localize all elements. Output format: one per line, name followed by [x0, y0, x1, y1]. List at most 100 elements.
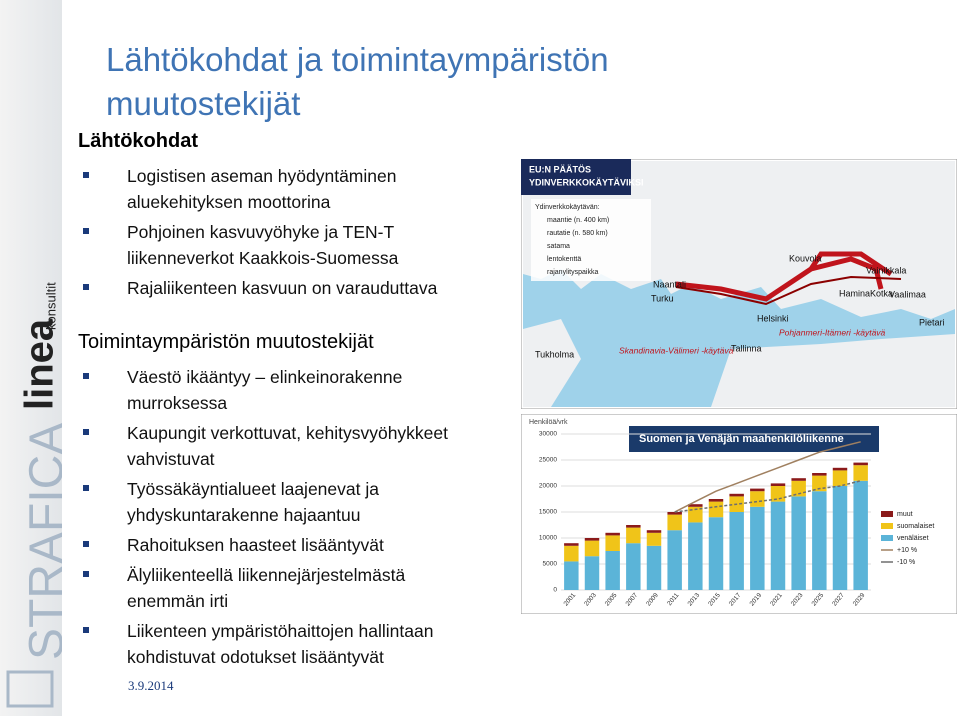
legend-swatch: [881, 511, 893, 517]
chart-title: Suomen ja Venäjän maahenkilöliikenne: [639, 433, 844, 445]
section-heading: Toimintaympäristön muutostekijät: [78, 331, 374, 353]
bar-segment: [770, 483, 786, 486]
bar-segment: [626, 527, 641, 544]
place-label: HaminaKotka: [839, 288, 893, 298]
bar-segment: [770, 486, 786, 502]
y-tick-label: 15000: [539, 509, 557, 516]
map-header: YDINVERKKOKÄYTÄVIKSI: [529, 177, 644, 187]
bullet-line: Väestö ikääntyy – elinkeinorakenne: [127, 367, 403, 387]
bar-segment: [812, 491, 827, 590]
land-sweden: [523, 319, 581, 407]
bar-segment: [646, 530, 662, 533]
bar-segment: [605, 535, 620, 551]
section: Lähtökohdat Logistisen aseman hyödyntämin…: [78, 130, 528, 301]
bar-segment: [832, 486, 848, 590]
logo-strafica: STRAFICA: [21, 423, 62, 660]
place-label: Helsinki: [757, 313, 789, 323]
bar-segment: [646, 532, 662, 546]
bullet-line: Rahoituksen haasteet lisääntyvät: [127, 535, 384, 555]
bullet-item: Logistisen aseman hyödyntäminen aluekehit…: [78, 163, 528, 215]
y-tick-label: 0: [553, 587, 557, 594]
bar-segment: [667, 514, 682, 531]
bar-segment: [750, 488, 765, 492]
bar-segment: [750, 506, 765, 590]
bar-segment: [812, 473, 827, 476]
place-label: Tukholma: [535, 349, 574, 359]
bullet-line: Rajaliikenteen kasvuun on varauduttava: [127, 278, 438, 298]
bullet-line: Työssäkäyntialueet laajenevat ja: [127, 479, 379, 499]
bar-segment: [770, 501, 786, 590]
place-label: Vaalimaa: [889, 289, 926, 299]
place-label: Turku: [651, 293, 674, 303]
y-tick-label: 20000: [539, 483, 557, 490]
place-label: Naantali: [653, 279, 686, 289]
bar-segment: [708, 501, 724, 518]
bullet-line: vahvistuvat: [127, 449, 215, 469]
y-axis-label: Henkilöä/vrk: [529, 419, 568, 426]
map-legend-item: lentokenttä: [547, 256, 581, 263]
y-tick-label: 5000: [543, 561, 558, 568]
y-tick-label: 25000: [539, 457, 557, 464]
bar-segment: [853, 462, 868, 466]
projection-line: [674, 480, 861, 513]
y-tick-label: 30000: [539, 431, 557, 438]
logo-konsultit: konsultit: [43, 282, 58, 330]
map-legend-item: Ydinverkkokäytävän:: [535, 204, 600, 211]
bar-segment: [853, 480, 868, 590]
logo-linea: linea: [18, 318, 62, 410]
bar-segment: [708, 517, 724, 590]
bullet-line: murroksessa: [127, 393, 228, 413]
bar-segment: [832, 470, 848, 486]
bullet-list: Väestö ikääntyy – elinkeinorakenne murrok…: [78, 364, 528, 670]
bar-segment: [667, 530, 682, 590]
map-legend-item: rajanylityspaikka: [547, 269, 598, 276]
title-line: Lähtökohdat ja toimintaympäristön: [106, 41, 609, 78]
corridor-label: Pohjanmeri-Itämeri -käytävä: [779, 327, 886, 337]
bar-segment: [729, 512, 744, 590]
map-legend-item: maantie (n. 400 km): [547, 217, 609, 224]
bar-segment: [626, 525, 641, 528]
bar-segment: [584, 538, 600, 541]
bullet-item: Rahoituksen haasteet lisääntyvät: [78, 532, 528, 558]
place-label: Kouvola: [789, 253, 822, 263]
place-label: Pietari: [919, 317, 945, 327]
legend-label: muut: [897, 511, 913, 518]
slide-title: Lähtökohdat ja toimintaympäristön muutos…: [106, 38, 609, 126]
bullet-line: aluekehityksen moottorina: [127, 192, 331, 212]
y-tick-label: 10000: [539, 535, 557, 542]
bar-segment: [564, 543, 579, 546]
map-header-box: [521, 159, 631, 195]
map: EU:N PÄÄTÖS YDINVERKKOKÄYTÄVIKSI Ydinverkk…: [521, 159, 957, 409]
bullet-item: Väestö ikääntyy – elinkeinorakenne murrok…: [78, 364, 528, 416]
map-legend-item: satama: [547, 243, 570, 250]
legend-label: venäläiset: [897, 535, 929, 542]
bullet-item: Rajaliikenteen kasvuun on varauduttava: [78, 275, 528, 301]
bar-segment: [729, 493, 744, 497]
bar-segment: [605, 532, 620, 536]
bar-segment: [564, 561, 579, 590]
bullet-line: Liikenteen ympäristöhaittojen hallintaan: [127, 621, 434, 641]
legend-label: suomalaiset: [897, 523, 934, 530]
legend-swatch: [881, 535, 893, 541]
bullet-line: liikenneverkot Kaakkois-Suomessa: [127, 248, 399, 268]
map-legend-item: rautatie (n. 580 km): [547, 230, 608, 237]
corridor-label: Skandinavia-Välimeri -käytävä: [619, 345, 734, 355]
bar-segment: [688, 506, 703, 523]
bar-segment: [626, 543, 641, 590]
logos: linea konsultit STRAFICA: [6, 282, 74, 708]
bar-segment: [605, 551, 620, 590]
bullet-line: Älyliikenteellä liikennejärjestelmästä: [127, 565, 406, 585]
legend-label: -10 %: [897, 559, 915, 566]
bullet-item: Työssäkäyntialueet laajenevat ja yhdyskun…: [78, 476, 528, 528]
projection-line: [674, 441, 861, 513]
bar-segment: [750, 491, 765, 507]
content: Lähtökohdat Logistisen aseman hyödyntämin…: [78, 130, 528, 700]
legend-label: +10 %: [897, 547, 917, 554]
place-label: Tallinna: [731, 343, 762, 353]
bar-segment: [812, 475, 827, 492]
bullet-item: Älyliikenteellä liikennejärjestelmästä en…: [78, 562, 528, 614]
bar-segment: [832, 467, 848, 471]
bullet-line: kohdistuvat odotukset lisääntyvät: [127, 647, 384, 667]
bullet-line: yhdyskuntarakenne hajaantuu: [127, 505, 361, 525]
